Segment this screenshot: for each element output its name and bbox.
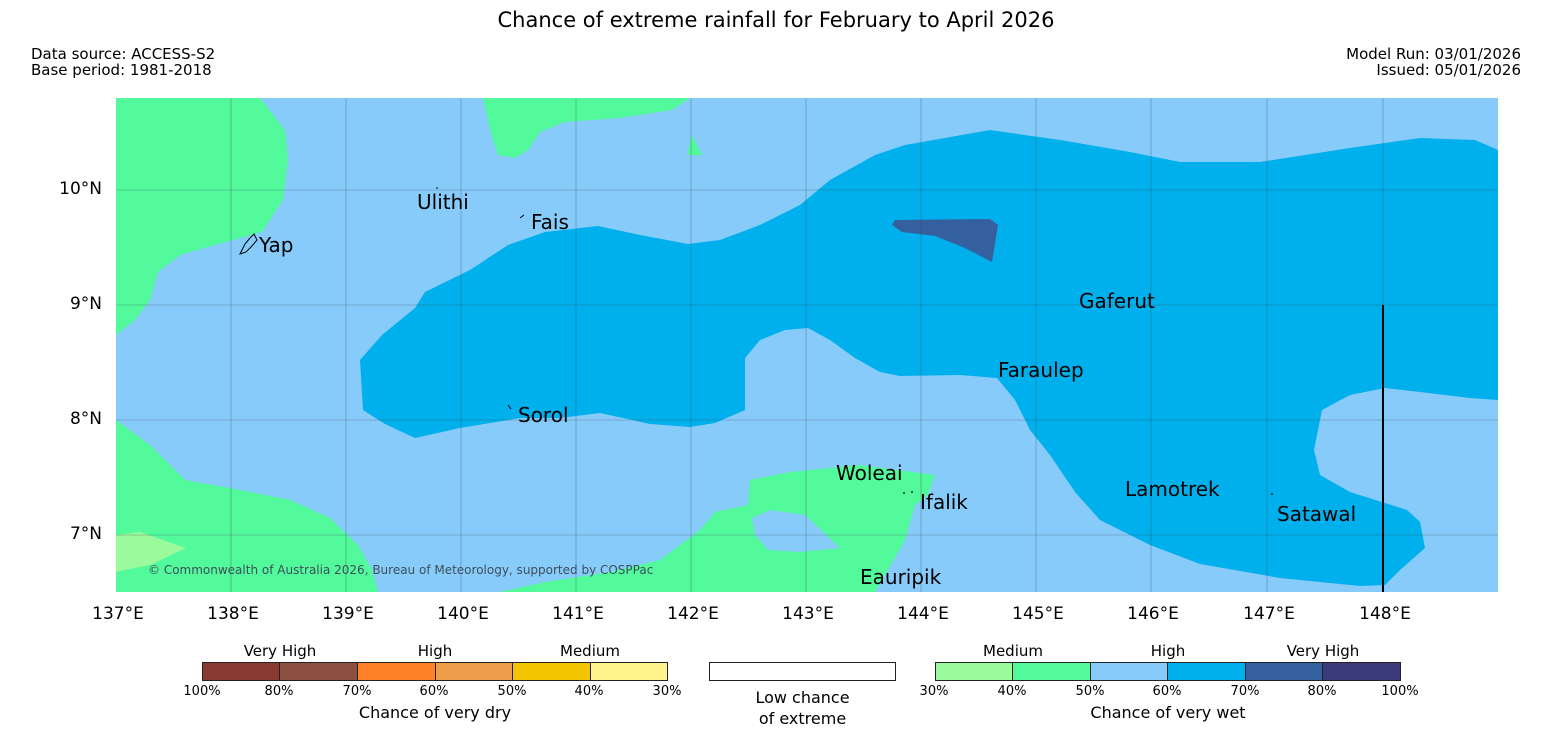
lon-label: 143°E [782,604,834,624]
region-light-green [116,532,186,572]
lat-label: 7°N [69,524,102,544]
legend-tick: 30% [919,684,949,699]
lat-label: 8°N [69,409,102,429]
place-label: Fais [531,210,569,234]
legend-tick: 80% [264,684,294,699]
region-medium-wet-north [483,98,690,158]
lon-label: 138°E [207,604,259,624]
legend-tick: 100% [1381,684,1419,699]
legend-swatch [1322,662,1401,681]
region-very-high-wet [892,219,998,262]
legend-tick: 40% [997,684,1027,699]
ulithi-island [436,187,438,189]
legend-band-label: High [417,642,453,660]
lon-label: 146°E [1127,604,1179,624]
place-label: Yap [259,233,294,257]
place-label: Ifalik [920,490,968,514]
region-medium-wet-west [116,98,288,335]
model-run: Model Run: 03/01/2026 [1346,45,1521,63]
place-label: Woleai [836,461,903,485]
place-label: Satawal [1277,502,1357,526]
sorol-island [507,404,512,410]
legend-band-label: High [1150,642,1186,660]
lon-label: 137°E [92,604,144,624]
legend-swatch [202,662,280,681]
place-label: Ulithi [417,190,469,214]
legend-caption: Chance of very wet [1090,703,1246,722]
legend-tick: 80% [1307,684,1337,699]
legend-swatch [357,662,436,681]
map-title: Chance of extreme rainfall for February … [497,8,1055,32]
lon-label: 140°E [437,604,489,624]
region-high-wet-core [360,130,1498,586]
legend-band-label: Medium [983,642,1043,660]
lon-label: 148°E [1359,604,1411,624]
lat-label: 10°N [59,179,102,199]
legend-tick: 50% [1075,684,1105,699]
legend-swatch [1012,662,1091,681]
lon-label: 145°E [1012,604,1064,624]
place-label: Eauripik [860,565,942,589]
legend-caption: Chance of very dry [358,703,512,722]
lon-label: 142°E [667,604,719,624]
lon-label: 139°E [322,604,374,624]
ifalik-island-1 [903,492,905,494]
legend-caption: of extreme [758,709,847,728]
legend-band-label: Medium [560,642,620,660]
yap-island [239,233,258,255]
legend-swatch [1090,662,1168,681]
place-label: Sorol [518,403,569,427]
legend-swatch [1167,662,1246,681]
legend-swatch [590,662,668,681]
legend-swatch [279,662,358,681]
legend-tick: 100% [183,684,221,699]
legend-tick: 30% [652,684,682,699]
legend-band-label: Very High [1286,642,1360,660]
satawal-island [1271,493,1273,495]
issued-date: Issued: 05/01/2026 [1376,61,1521,79]
legend-swatch [512,662,591,681]
place-label: Gaferut [1079,289,1155,313]
lon-label: 144°E [897,604,949,624]
copyright-notice: © Commonwealth of Australia 2026, Bureau… [148,563,654,577]
legend-tick: 40% [574,684,604,699]
legend-tick: 70% [1230,684,1260,699]
legend-tick: 60% [1152,684,1182,699]
legend-swatch [709,662,896,681]
legend-band-label: Very High [243,642,317,660]
base-period: Base period: 1981-2018 [31,61,212,79]
region-medium-wet-south [500,465,935,592]
lon-label: 141°E [552,604,604,624]
legend-tick: 70% [342,684,372,699]
legend-tick: 50% [497,684,527,699]
lon-label: 147°E [1243,604,1295,624]
lat-label: 9°N [69,294,102,314]
legend-swatch [935,662,1013,681]
legend-tick: 60% [419,684,449,699]
place-label: Faraulep [998,358,1084,382]
fais-island [519,214,525,219]
legend-swatch [1245,662,1323,681]
legend-caption: Low chance [755,688,850,707]
place-label: Lamotrek [1125,477,1220,501]
ifalik-island-2 [911,491,913,493]
legend-swatch [435,662,513,681]
data-source: Data source: ACCESS-S2 [31,45,216,63]
